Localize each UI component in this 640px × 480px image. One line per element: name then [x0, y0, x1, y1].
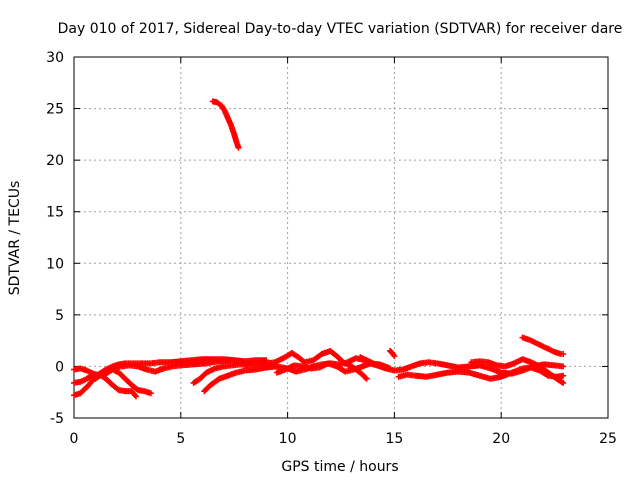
- y-tick-label: 0: [55, 359, 64, 375]
- data-point: [132, 393, 139, 400]
- data-point: [560, 379, 567, 386]
- series-arc-15h: [387, 347, 398, 360]
- series-arc-d: [92, 357, 257, 382]
- data-point: [363, 375, 370, 382]
- data-point: [560, 363, 567, 370]
- y-tick-label: 20: [46, 153, 64, 169]
- data-point: [362, 374, 369, 381]
- data-point: [147, 390, 154, 397]
- x-tick-label: 5: [176, 431, 185, 447]
- series-arc-j: [273, 360, 391, 376]
- series-arc-i: [468, 356, 567, 386]
- data-point: [391, 353, 398, 360]
- y-axis-label: SDTVAR / TECUs: [7, 181, 23, 296]
- chart-title: Day 010 of 2017, Sidereal Day-to-day VTE…: [58, 21, 623, 37]
- series-arc-e: [190, 347, 370, 386]
- y-tick-label: 5: [55, 308, 64, 324]
- y-tick-label: -5: [50, 411, 64, 427]
- x-tick-label: 15: [385, 431, 403, 447]
- x-axis-label: GPS time / hours: [281, 459, 398, 475]
- x-tick-label: 20: [492, 431, 510, 447]
- data-point: [560, 372, 567, 379]
- x-tick-label: 25: [599, 431, 617, 447]
- x-tick-label: 10: [279, 431, 297, 447]
- series-arc-late: [519, 334, 567, 358]
- plot-border: [73, 56, 609, 419]
- y-tick-label: 25: [46, 102, 64, 118]
- data-points: [71, 98, 567, 400]
- series-arc-c: [71, 371, 139, 400]
- data-point: [235, 144, 242, 151]
- y-tick-label: 15: [46, 205, 64, 221]
- data-point: [560, 351, 567, 358]
- y-tick-label: 30: [46, 50, 64, 66]
- plot-frame: [73, 56, 609, 419]
- data-point: [384, 364, 391, 371]
- y-tick-label: 10: [46, 256, 64, 272]
- series-arc-high: [209, 98, 242, 151]
- x-tick-label: 0: [70, 431, 79, 447]
- ticks: 0 5 10 15 20 25 -5 0 5 10 15 20 25 30: [46, 50, 617, 447]
